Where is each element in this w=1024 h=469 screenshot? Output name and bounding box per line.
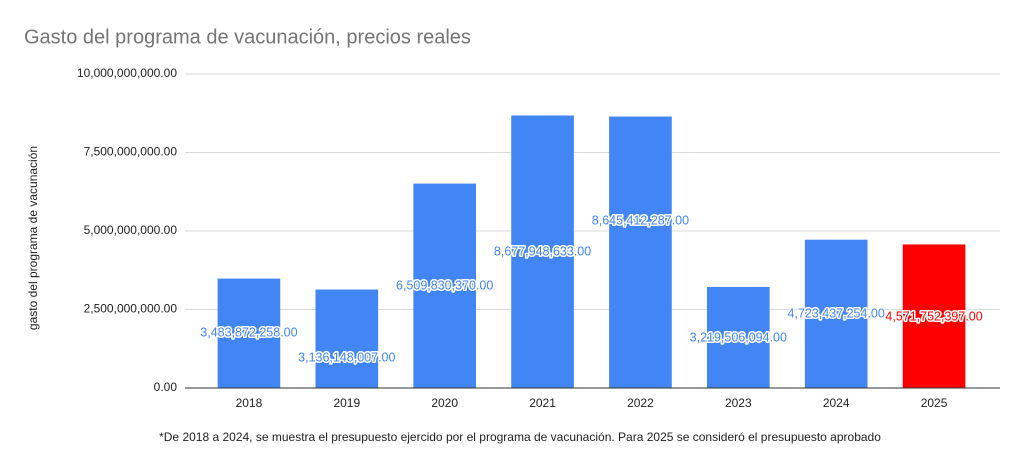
bar <box>511 115 574 388</box>
x-tick-label: 2022 <box>627 396 654 410</box>
y-tick-label: 5,000,000,000.00 <box>84 223 178 237</box>
data-label: 3,136,148,007.00 <box>298 350 395 364</box>
y-tick-label: 7,500,000,000.00 <box>84 145 178 159</box>
data-label: 4,571,752,397.00 <box>885 309 982 323</box>
y-tick-label: 10,000,000,000.00 <box>77 66 177 80</box>
x-tick-label: 2023 <box>725 396 752 410</box>
x-tick-label: 2019 <box>333 396 360 410</box>
y-tick-label: 2,500,000,000.00 <box>84 302 178 316</box>
y-tick-label: 0.00 <box>154 380 178 394</box>
bar <box>609 116 672 388</box>
data-label: 8,645,412,287.00 <box>592 213 689 227</box>
data-label: 6,509,830,370.00 <box>396 278 493 292</box>
data-label: 8,677,948,633.00 <box>494 244 591 258</box>
bar <box>413 183 477 388</box>
data-label: 3,219,506,094.00 <box>690 330 787 344</box>
chart-title: Gasto del programa de vacunación, precio… <box>24 26 471 48</box>
bar <box>315 289 379 388</box>
y-axis-title: gasto del programa de vacunación <box>26 146 40 330</box>
bar <box>217 278 281 388</box>
footnote: *De 2018 a 2024, se muestra el presupues… <box>159 430 881 444</box>
bar <box>902 244 966 388</box>
x-tick-label: 2018 <box>236 396 263 410</box>
x-tick-label: 2025 <box>921 396 948 410</box>
data-label: 4,723,437,254.00 <box>788 306 885 320</box>
bar <box>804 239 868 388</box>
bar <box>706 286 770 388</box>
x-tick-label: 2024 <box>823 396 850 410</box>
data-label: 3,483,872,258.00 <box>200 325 297 339</box>
x-tick-label: 2021 <box>529 396 556 410</box>
x-tick-label: 2020 <box>431 396 458 410</box>
